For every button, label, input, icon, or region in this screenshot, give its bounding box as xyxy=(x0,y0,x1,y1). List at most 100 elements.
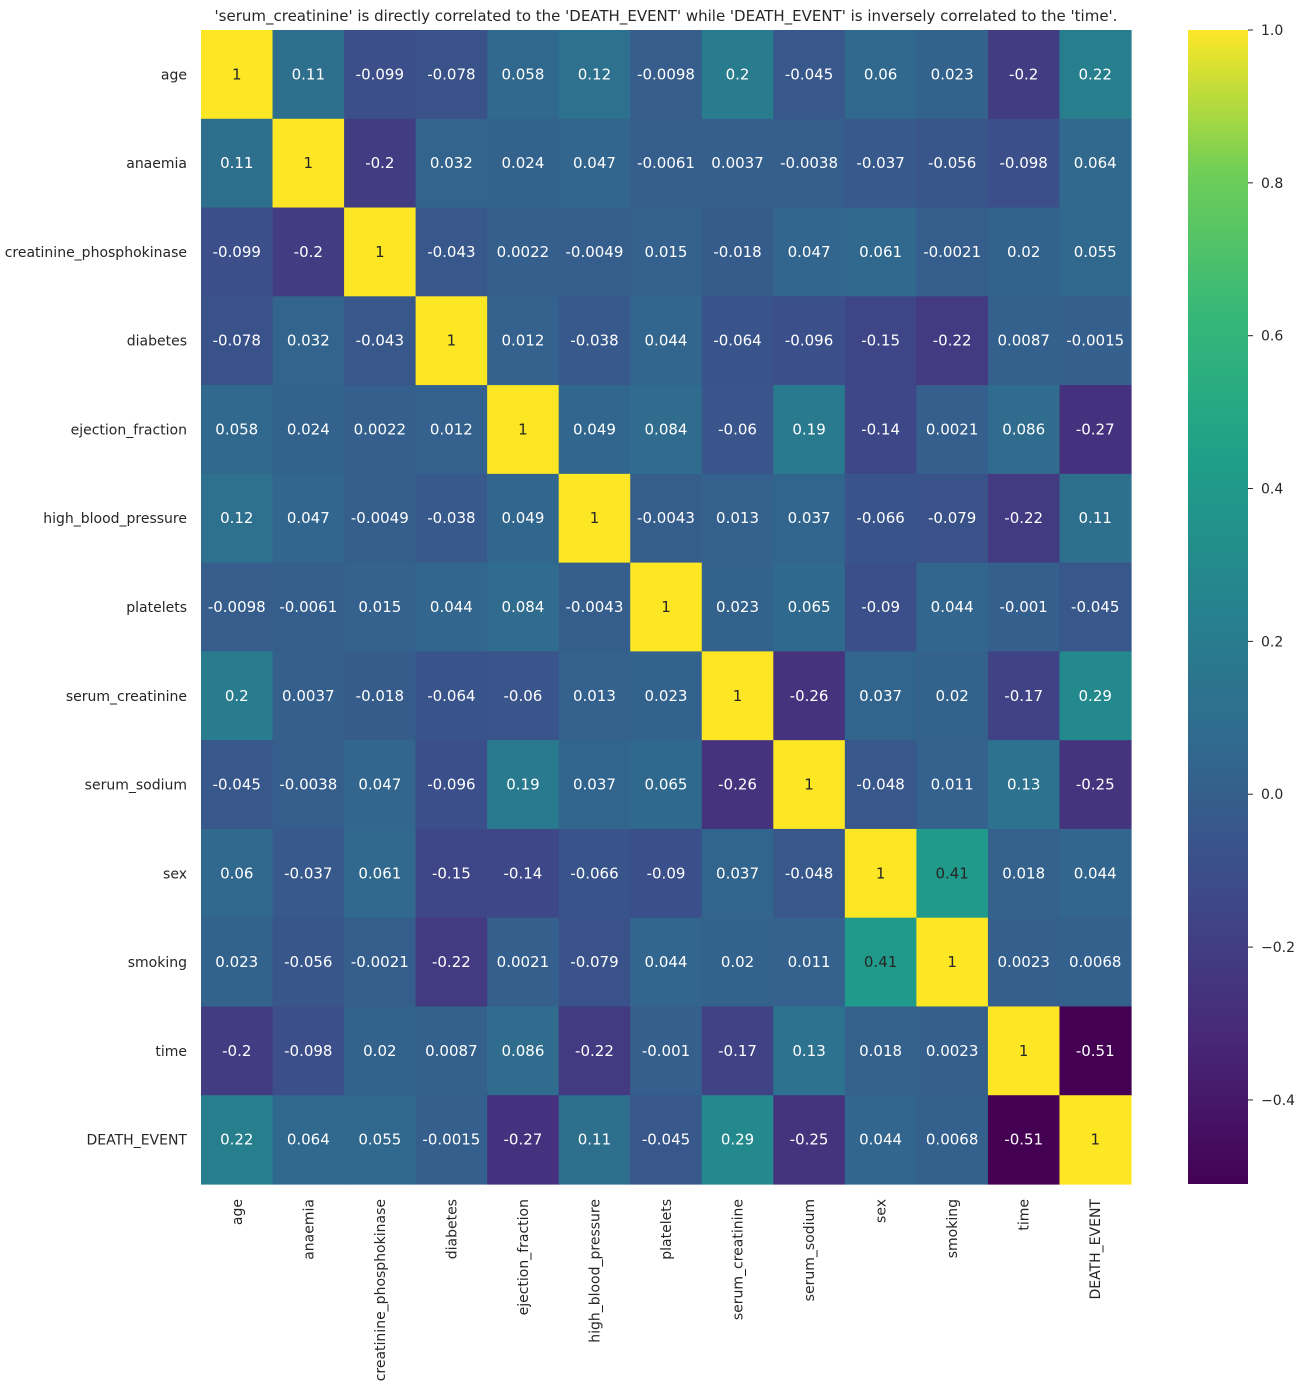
heatmap-annotation: -0.15 xyxy=(432,864,471,882)
heatmap-annotation: -0.043 xyxy=(427,243,475,261)
heatmap-cell xyxy=(415,118,488,209)
heatmap-annotation: 0.058 xyxy=(501,65,544,83)
heatmap-annotation: 0.023 xyxy=(931,65,974,83)
heatmap-annotation: 0.032 xyxy=(287,332,330,350)
heatmap-annotation: -0.0038 xyxy=(780,154,838,172)
x-tick-label: ejection_fraction xyxy=(516,1199,532,1315)
heatmap-annotation: 0.015 xyxy=(358,598,401,616)
heatmap-cell xyxy=(630,740,703,830)
heatmap-annotation: -0.096 xyxy=(785,332,833,350)
heatmap-annotation: -0.045 xyxy=(642,1131,690,1149)
heatmap-cell xyxy=(916,740,989,830)
heatmap-annotation: -0.0061 xyxy=(279,598,337,616)
colorbar-tick-label: −0.4 xyxy=(1261,1093,1295,1109)
heatmap-cell xyxy=(773,118,846,209)
heatmap-annotation: 0.058 xyxy=(215,420,258,438)
heatmap-annotation: -0.14 xyxy=(861,420,900,438)
x-tick-label: platelets xyxy=(659,1199,675,1260)
x-tick-label: high_blood_pressure xyxy=(587,1199,603,1343)
heatmap-cell xyxy=(344,118,417,209)
heatmap-cell xyxy=(701,118,774,209)
heatmap-cell xyxy=(987,828,1061,919)
heatmap-cell xyxy=(558,473,631,564)
heatmap-annotation: -0.06 xyxy=(718,420,757,438)
heatmap-cell xyxy=(987,385,1061,475)
heatmap-cell xyxy=(487,118,560,209)
heatmap-cell xyxy=(201,740,274,830)
heatmap-annotation: 0.065 xyxy=(788,598,831,616)
heatmap-annotation: -0.0098 xyxy=(208,598,266,616)
heatmap-cell xyxy=(201,1006,274,1096)
heatmap-cell xyxy=(916,828,989,919)
heatmap-cell xyxy=(630,30,703,120)
colorbar-tick-label: 0.6 xyxy=(1261,329,1283,345)
heatmap-annotation: -0.098 xyxy=(1000,154,1048,172)
y-tick-label: creatinine_phosphokinase xyxy=(5,245,187,261)
heatmap-annotation: -0.09 xyxy=(647,864,686,882)
heatmap-cell xyxy=(987,118,1061,209)
y-tick-label: platelets xyxy=(126,600,187,616)
heatmap-annotation: -0.25 xyxy=(1076,776,1115,794)
heatmap-annotation: -0.037 xyxy=(856,154,904,172)
heatmap-annotation: -0.079 xyxy=(928,509,976,527)
heatmap-cell xyxy=(844,207,917,297)
heatmap-cell xyxy=(630,473,703,564)
heatmap-cell xyxy=(1059,562,1132,652)
heatmap-cell xyxy=(916,1006,989,1096)
heatmap-annotation: 0.024 xyxy=(501,154,544,172)
heatmap-cell xyxy=(487,296,560,386)
heatmap-annotation: -0.2 xyxy=(1009,65,1038,83)
heatmap-annotation: 0.12 xyxy=(220,509,253,527)
heatmap-annotation: 0.0068 xyxy=(1069,953,1122,971)
heatmap-annotation: -0.0098 xyxy=(637,65,695,83)
heatmap-cell xyxy=(987,207,1061,297)
heatmap-cell xyxy=(344,1095,417,1185)
heatmap-annotation: 0.02 xyxy=(363,1042,396,1060)
heatmap-cell xyxy=(415,1095,488,1185)
heatmap-annotation: -0.048 xyxy=(856,776,904,794)
heatmap-annotation: 1 xyxy=(804,776,814,794)
heatmap-annotation: 0.044 xyxy=(645,332,688,350)
heatmap-cell xyxy=(344,917,417,1008)
heatmap-annotation: 0.2 xyxy=(225,687,249,705)
heatmap-annotation: -0.064 xyxy=(713,332,761,350)
heatmap-cell xyxy=(701,917,774,1008)
heatmap-cell xyxy=(201,1095,274,1185)
heatmap-annotation: -0.22 xyxy=(1004,509,1043,527)
heatmap-cell xyxy=(987,740,1061,830)
heatmap-cell xyxy=(630,207,703,297)
heatmap-annotation: -0.17 xyxy=(718,1042,757,1060)
heatmap-cell xyxy=(844,1095,917,1185)
heatmap-annotation: 0.02 xyxy=(935,687,968,705)
heatmap-cell xyxy=(1059,740,1132,830)
heatmap-cell xyxy=(487,1006,560,1096)
heatmap-cell xyxy=(344,562,417,652)
heatmap-annotation: -0.018 xyxy=(356,687,404,705)
y-tick-label: sex xyxy=(163,866,187,882)
heatmap-cell xyxy=(630,562,703,652)
heatmap-annotation: -0.045 xyxy=(785,65,833,83)
heatmap-annotation: 0.012 xyxy=(501,332,544,350)
heatmap-annotations: 1 0.11 -0.099 -0.078 0.058 0.12 -0.0098 0.2 -0.0… xyxy=(208,65,1124,1148)
heatmap-cell xyxy=(987,473,1061,564)
heatmap-annotation: 0.044 xyxy=(859,1131,902,1149)
heatmap-cell xyxy=(415,30,488,120)
heatmap-annotation: 0.055 xyxy=(358,1131,401,1149)
heatmap-annotation: -0.22 xyxy=(432,953,471,971)
heatmap-annotation: 1 xyxy=(947,953,957,971)
heatmap-cell xyxy=(1059,651,1132,741)
heatmap-annotation: 0.02 xyxy=(1007,243,1040,261)
heatmap-annotation: -0.038 xyxy=(570,332,618,350)
y-tick-label: serum_creatinine xyxy=(66,689,187,705)
heatmap-annotation: 1 xyxy=(518,420,528,438)
heatmap-cell xyxy=(844,385,917,475)
heatmap-annotation: -0.06 xyxy=(504,687,543,705)
heatmap-annotation: 0.037 xyxy=(788,509,831,527)
heatmap-annotation: -0.0049 xyxy=(351,509,409,527)
heatmap-cell xyxy=(701,1006,774,1096)
heatmap-cell xyxy=(415,207,488,297)
x-tick-label: age xyxy=(230,1199,246,1225)
heatmap-cell xyxy=(1059,30,1132,120)
heatmap-cell xyxy=(987,1095,1061,1185)
